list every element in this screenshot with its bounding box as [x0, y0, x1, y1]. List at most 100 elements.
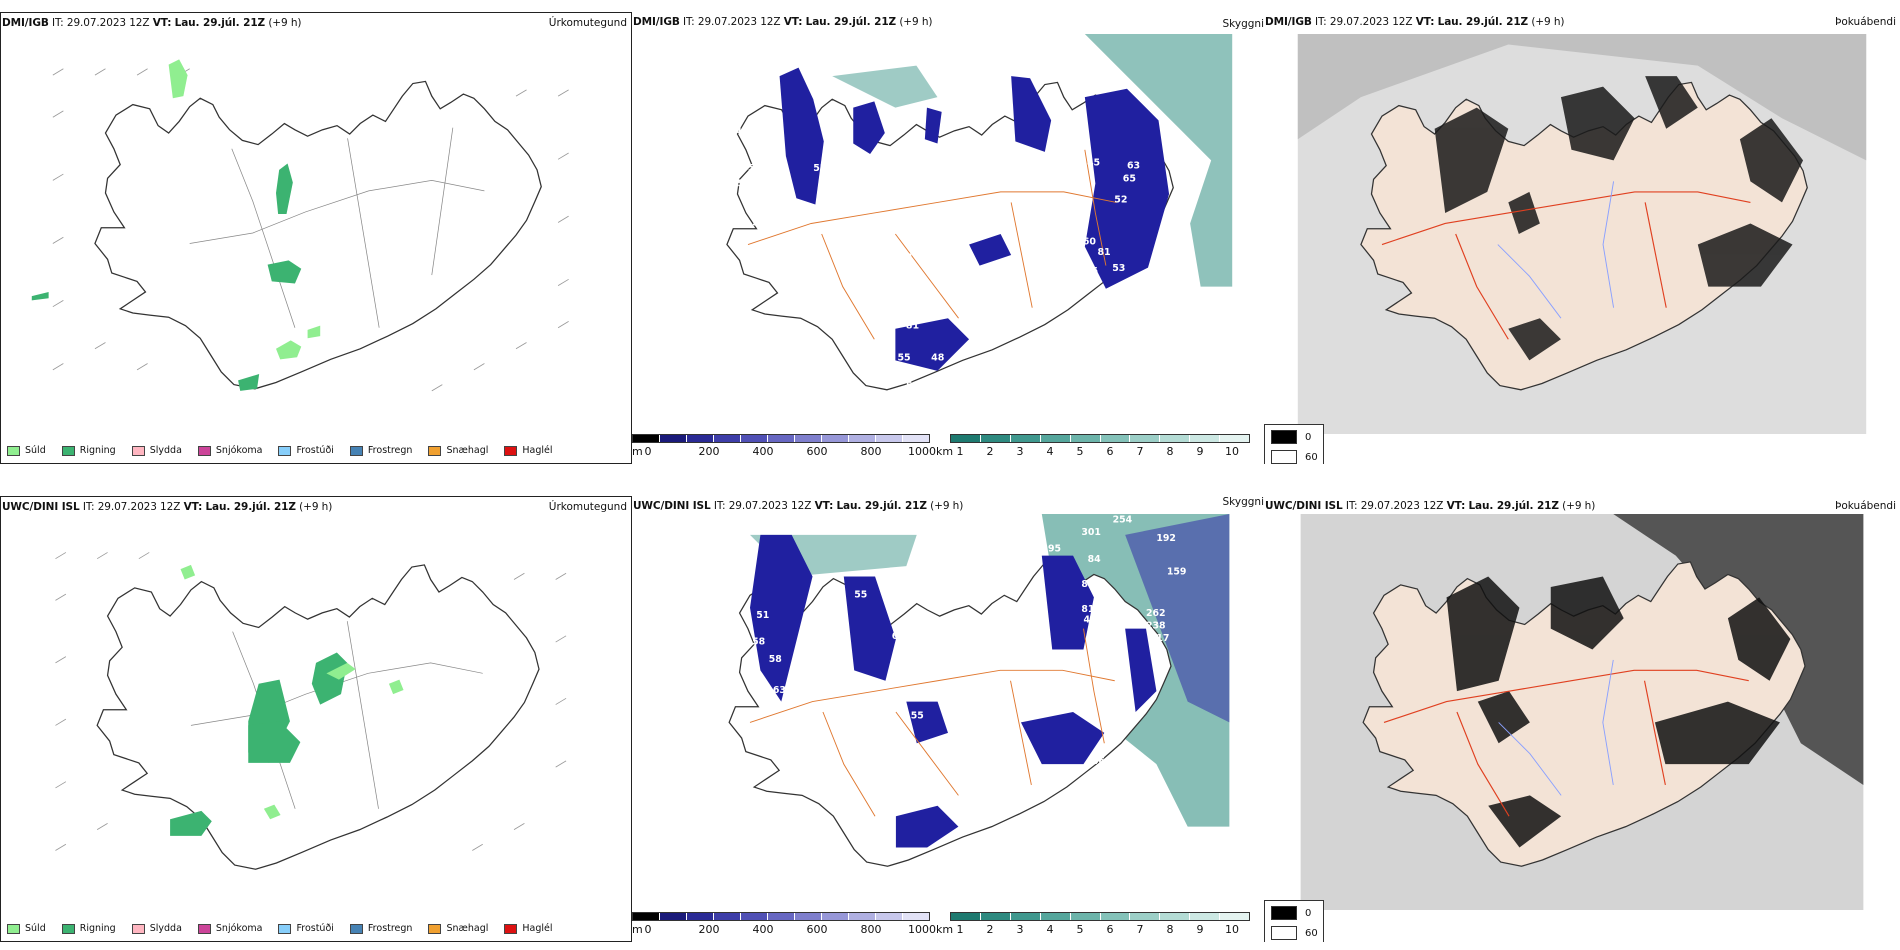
visibility-label: 80 — [866, 237, 880, 248]
visibility-label: 46 — [727, 558, 741, 569]
visibility-label: 58 — [752, 636, 765, 647]
visibility-label: 68 — [835, 245, 848, 256]
low-visibility-areas — [779, 67, 1170, 371]
visibility-label: 48 — [931, 352, 944, 363]
visibility-label: 63 — [1127, 161, 1140, 172]
colorbar-m — [632, 434, 930, 443]
visibility-label: 86 — [931, 850, 945, 861]
colorbar-km — [950, 912, 1250, 921]
visibility-panel-2: UWC/DINI ISL IT: 29.07.2023 12Z VT: Lau.… — [632, 496, 1264, 942]
visibility-label: 17 — [1156, 633, 1169, 644]
visibility-label: 108 — [915, 539, 935, 550]
visibility-label: 81 — [906, 321, 919, 332]
legend-item: Rigning — [61, 923, 116, 934]
visibility-label: 58 — [769, 654, 782, 665]
colorbar-m-unit: m — [632, 445, 643, 458]
colorbar-km-ticks: 1 2 3 4 5 6 7 8 9 10 — [956, 923, 1240, 936]
visibility-label: 42 — [735, 126, 748, 137]
visibility-label: 42 — [883, 876, 896, 887]
visibility-label: 86 — [844, 671, 858, 682]
visibility-label: 81 — [1097, 247, 1110, 258]
fog-map — [1300, 514, 1864, 910]
precip-legend: Súld Rigning Slydda Snjókoma Frostúði Fr… — [7, 923, 569, 934]
colorbar-km-unit: km — [936, 445, 954, 458]
visibility-label: 103 — [935, 636, 955, 647]
panel-header: UWC/DINI ISL IT: 29.07.2023 12Z VT: Lau.… — [1265, 500, 1596, 512]
visibility-label: 78 — [990, 746, 1003, 757]
legend-item: Snjókoma — [197, 445, 262, 456]
legend-item: Frostregn — [349, 923, 412, 934]
visibility-label: 38 — [902, 881, 915, 892]
visibility-label: 159 — [1167, 566, 1187, 577]
legend-item: Rigning — [61, 445, 116, 456]
precip-type-panel-2: UWC/DINI ISL IT: 29.07.2023 12Z VT: Lau.… — [0, 496, 632, 942]
fog-map — [1297, 34, 1867, 434]
colorbar-m-ticks: 0 200 400 600 800 1000 — [644, 923, 937, 936]
visibility-label: 54 — [748, 163, 762, 174]
visibility-label: 39 — [876, 391, 889, 402]
colorbar-km-ticks: 1 2 3 4 5 6 7 8 9 10 — [956, 445, 1240, 458]
visibility-label: 82 — [1055, 131, 1068, 142]
visibility-label: 45 — [1083, 614, 1096, 625]
visibility-label: 42 — [742, 566, 755, 577]
visibility-label: 44 — [725, 121, 739, 132]
legend-item: Haglél — [504, 923, 553, 934]
fog-panel-2: UWC/DINI ISL IT: 29.07.2023 12Z VT: Lau.… — [1264, 496, 1900, 942]
visibility-label: 55 — [854, 589, 867, 600]
visibility-label: 87 — [1081, 579, 1094, 590]
fog-legend: 0 60 — [1264, 424, 1324, 464]
panel-parameter-title: Þokuábendi — [1835, 16, 1896, 28]
fog-legend-item: 60 — [1271, 926, 1318, 940]
precip-legend: Súld Rigning Slydda Snjókoma Frostúði Fr… — [7, 445, 569, 456]
precip-map — [55, 552, 567, 870]
visibility-label: 53 — [1112, 263, 1125, 274]
legend-item: Frostúði — [278, 923, 334, 934]
fog-legend-item: 0 — [1271, 430, 1311, 444]
legend-item: Haglél — [504, 445, 553, 456]
visibility-label: 51 — [706, 63, 719, 74]
panel-parameter-title: Skyggni — [1222, 18, 1265, 30]
visibility-label: 58 — [1076, 177, 1089, 188]
legend-item: Frostregn — [349, 445, 412, 456]
visibility-label: 49 — [833, 610, 846, 621]
panel-parameter-title: Þokuábendi — [1835, 500, 1896, 512]
visibility-label: 155 — [904, 710, 924, 721]
visibility-label: 65 — [919, 232, 932, 243]
visibility-label: 62 — [865, 744, 878, 755]
fog-legend-item: 60 — [1271, 450, 1318, 464]
precip-map — [31, 59, 569, 392]
visibility-panel-1: DMI/IGB IT: 29.07.2023 12Z VT: Lau. 29.j… — [632, 12, 1264, 464]
visibility-label: 192 — [1156, 533, 1176, 544]
visibility-label: 51 — [906, 381, 919, 392]
panel-header: UWC/DINI ISL IT: 29.07.2023 12Z VT: Lau.… — [633, 500, 964, 512]
visibility-label: 42 — [904, 366, 917, 377]
panel-parameter-title: Úrkomutegund — [548, 17, 627, 29]
fog-legend: 0 60 — [1264, 900, 1324, 942]
fog-panel-1: DMI/IGB IT: 29.07.2023 12Z VT: Lau. 29.j… — [1264, 12, 1900, 464]
panel-header: DMI/IGB IT: 29.07.2023 12Z VT: Lau. 29.j… — [2, 17, 302, 29]
precip-type-panel-1: DMI/IGB IT: 29.07.2023 12Z VT: Lau. 29.j… — [0, 12, 632, 464]
fog-dark-areas — [1446, 576, 1791, 848]
legend-item: Snæhagl — [428, 445, 488, 456]
visibility-label: 46 — [1085, 266, 1099, 277]
visibility-label: 301 — [1081, 527, 1101, 538]
legend-item: Slydda — [131, 923, 182, 934]
colorbar-km — [950, 434, 1250, 443]
visibility-label: 52 — [1114, 194, 1127, 205]
panel-header: DMI/IGB IT: 29.07.2023 12Z VT: Lau. 29.j… — [1265, 16, 1565, 28]
visibility-label: 51 — [756, 610, 769, 621]
visibility-label: 72 — [1017, 224, 1030, 235]
low-visibility-areas — [750, 534, 1157, 848]
legend-item: Frostúði — [278, 445, 334, 456]
panel-parameter-title: Úrkomutegund — [548, 501, 627, 513]
visibility-label: 55 — [740, 539, 753, 550]
visibility-label: 49 — [712, 527, 725, 538]
panel-parameter-title: Skyggni — [1222, 496, 1265, 508]
visibility-label: 63 — [773, 685, 786, 696]
colorbar-km-unit: km — [936, 923, 954, 936]
colorbar-m-unit: m — [632, 923, 643, 936]
